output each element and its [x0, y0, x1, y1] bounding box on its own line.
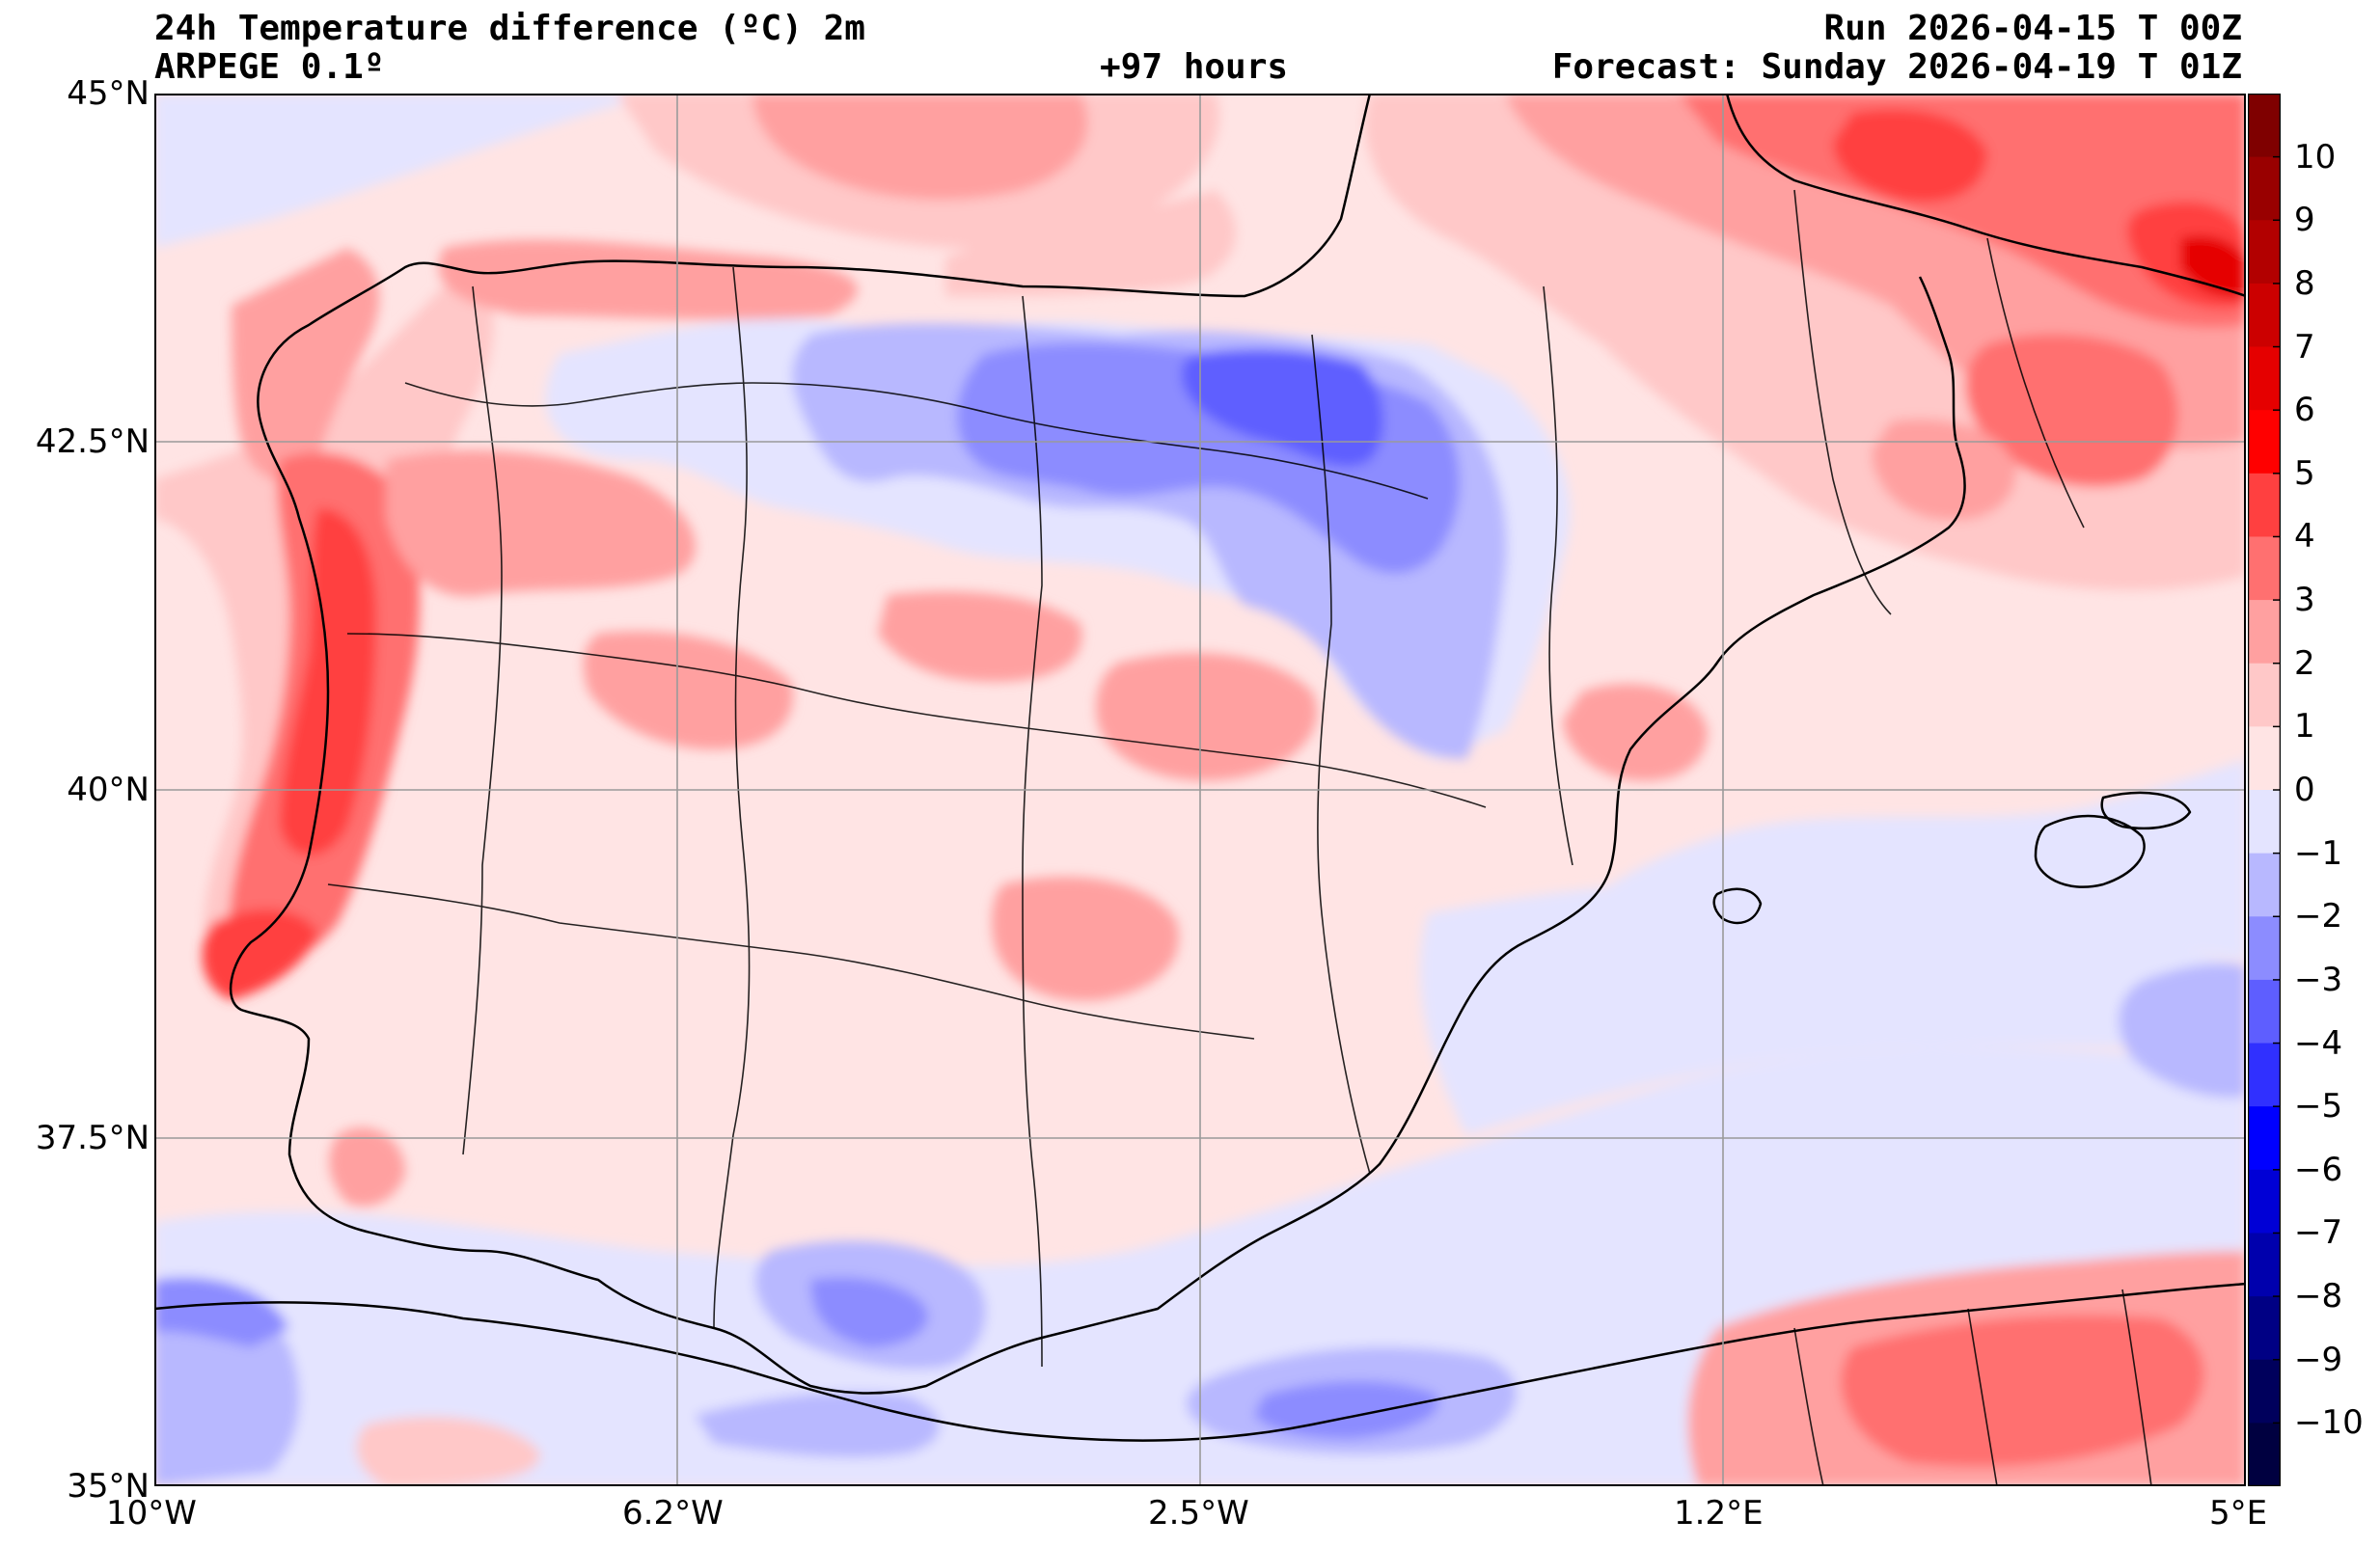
colorbar-label: 9 — [2294, 201, 2315, 240]
colorbar-label: 4 — [2294, 517, 2315, 556]
colorbar-swatch — [2248, 1106, 2281, 1171]
colorbar-label: 6 — [2294, 391, 2315, 430]
colorbar-swatch — [2248, 346, 2281, 411]
lon-label: 6.2°W — [622, 1494, 724, 1533]
colorbar-label: 5 — [2294, 453, 2315, 493]
lat-label: 35°N — [67, 1467, 150, 1506]
lat-label: 37.5°N — [35, 1119, 150, 1157]
colorbar-swatch — [2248, 473, 2281, 537]
lon-label: 1.2°E — [1674, 1494, 1764, 1533]
colorbar-label: −4 — [2294, 1023, 2343, 1063]
colorbar-label: −1 — [2294, 833, 2343, 873]
lon-label: 2.5°W — [1148, 1494, 1249, 1533]
colorbar-label: −2 — [2294, 897, 2343, 936]
colorbar-swatch — [2248, 1043, 2281, 1107]
colorbar-label: 0 — [2294, 771, 2315, 809]
colorbar-swatch — [2248, 94, 2281, 158]
colorbar-label: −10 — [2294, 1403, 2364, 1443]
lat-label: 40°N — [67, 771, 150, 809]
colorbar-label: −8 — [2294, 1277, 2343, 1316]
colorbar-swatch — [2248, 220, 2281, 285]
lat-label: 42.5°N — [35, 422, 150, 461]
colorbar-swatch — [2248, 726, 2281, 791]
admin-borders — [327, 189, 2152, 1486]
colorbar-swatch — [2248, 536, 2281, 601]
colorbar-label: −9 — [2294, 1340, 2343, 1379]
colorbar-swatch — [2248, 600, 2281, 665]
model-label: ARPEGE 0.1º — [154, 47, 385, 87]
colorbar-swatch — [2248, 979, 2281, 1045]
map-title: 24h Temperature difference (ºC) 2m — [154, 9, 865, 48]
colorbar-swatch — [2248, 1169, 2281, 1234]
colorbar-label: 10 — [2294, 137, 2337, 176]
colorbar-label: 2 — [2294, 643, 2315, 683]
colorbar — [2248, 94, 2281, 1486]
lat-label: 45°N — [67, 74, 150, 113]
graticule — [154, 94, 2246, 1486]
colorbar-swatch — [2248, 853, 2281, 917]
colorbar-swatch — [2248, 1296, 2281, 1361]
map-border — [154, 94, 2246, 1486]
colorbar-label: 3 — [2294, 581, 2315, 620]
colorbar-label: −3 — [2294, 960, 2343, 999]
colorbar-swatch — [2248, 283, 2281, 348]
colorbar-label: −6 — [2294, 1150, 2343, 1189]
colorbar-label: 8 — [2294, 263, 2315, 303]
colorbar-swatch — [2248, 1359, 2281, 1424]
lead-time: +97 hours — [1100, 47, 1289, 87]
colorbar-swatch — [2248, 156, 2281, 221]
colorbar-label: 7 — [2294, 327, 2315, 366]
colorbar-label: 1 — [2294, 707, 2315, 746]
colorbar-label: −7 — [2294, 1213, 2343, 1253]
coastlines — [154, 94, 2246, 1442]
colorbar-swatch — [2248, 916, 2281, 981]
colorbar-swatch — [2248, 1233, 2281, 1297]
forecast-time: Forecast: Sunday 2026-04-19 T 01Z — [1551, 47, 2242, 87]
colorbar-swatch — [2248, 1423, 2281, 1486]
run-time: Run 2026-04-15 T 00Z — [1823, 9, 2242, 48]
colorbar-swatch — [2248, 790, 2281, 855]
temperature-map — [154, 94, 2246, 1486]
lon-label: 10°W — [106, 1494, 197, 1533]
colorbar-label: −5 — [2294, 1087, 2343, 1126]
lon-label: 5°E — [2209, 1494, 2268, 1533]
colorbar-swatch — [2248, 663, 2281, 727]
colorbar-swatch — [2248, 410, 2281, 475]
